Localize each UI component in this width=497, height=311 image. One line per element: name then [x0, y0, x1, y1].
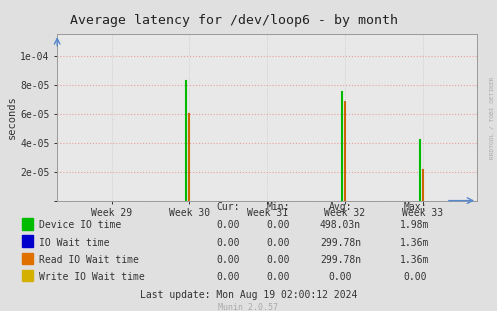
Text: RRDTOOL / TOBI OETIKER: RRDTOOL / TOBI OETIKER [490, 77, 495, 160]
Text: Read IO Wait time: Read IO Wait time [39, 255, 139, 265]
Text: Device IO time: Device IO time [39, 220, 121, 230]
Text: 498.03n: 498.03n [320, 220, 361, 230]
Text: 1.36m: 1.36m [400, 238, 430, 248]
Text: Cur:: Cur: [217, 202, 241, 212]
Text: 0.00: 0.00 [266, 255, 290, 265]
Text: 0.00: 0.00 [217, 272, 241, 282]
Text: Last update: Mon Aug 19 02:00:12 2024: Last update: Mon Aug 19 02:00:12 2024 [140, 290, 357, 300]
Text: 0.00: 0.00 [217, 220, 241, 230]
Text: 0.00: 0.00 [329, 272, 352, 282]
Text: Munin 2.0.57: Munin 2.0.57 [219, 303, 278, 311]
Text: Min:: Min: [266, 202, 290, 212]
Text: Max:: Max: [403, 202, 427, 212]
Text: Average latency for /dev/loop6 - by month: Average latency for /dev/loop6 - by mont… [70, 14, 398, 27]
Text: 299.78n: 299.78n [320, 238, 361, 248]
Text: IO Wait time: IO Wait time [39, 238, 110, 248]
Text: 1.98m: 1.98m [400, 220, 430, 230]
Text: 0.00: 0.00 [217, 255, 241, 265]
Text: 0.00: 0.00 [217, 238, 241, 248]
Text: 0.00: 0.00 [403, 272, 427, 282]
Text: Write IO Wait time: Write IO Wait time [39, 272, 145, 282]
Text: 0.00: 0.00 [266, 220, 290, 230]
Text: Avg:: Avg: [329, 202, 352, 212]
Text: 1.36m: 1.36m [400, 255, 430, 265]
Text: 299.78n: 299.78n [320, 255, 361, 265]
Text: 0.00: 0.00 [266, 272, 290, 282]
Y-axis label: seconds: seconds [7, 95, 17, 139]
Text: 0.00: 0.00 [266, 238, 290, 248]
